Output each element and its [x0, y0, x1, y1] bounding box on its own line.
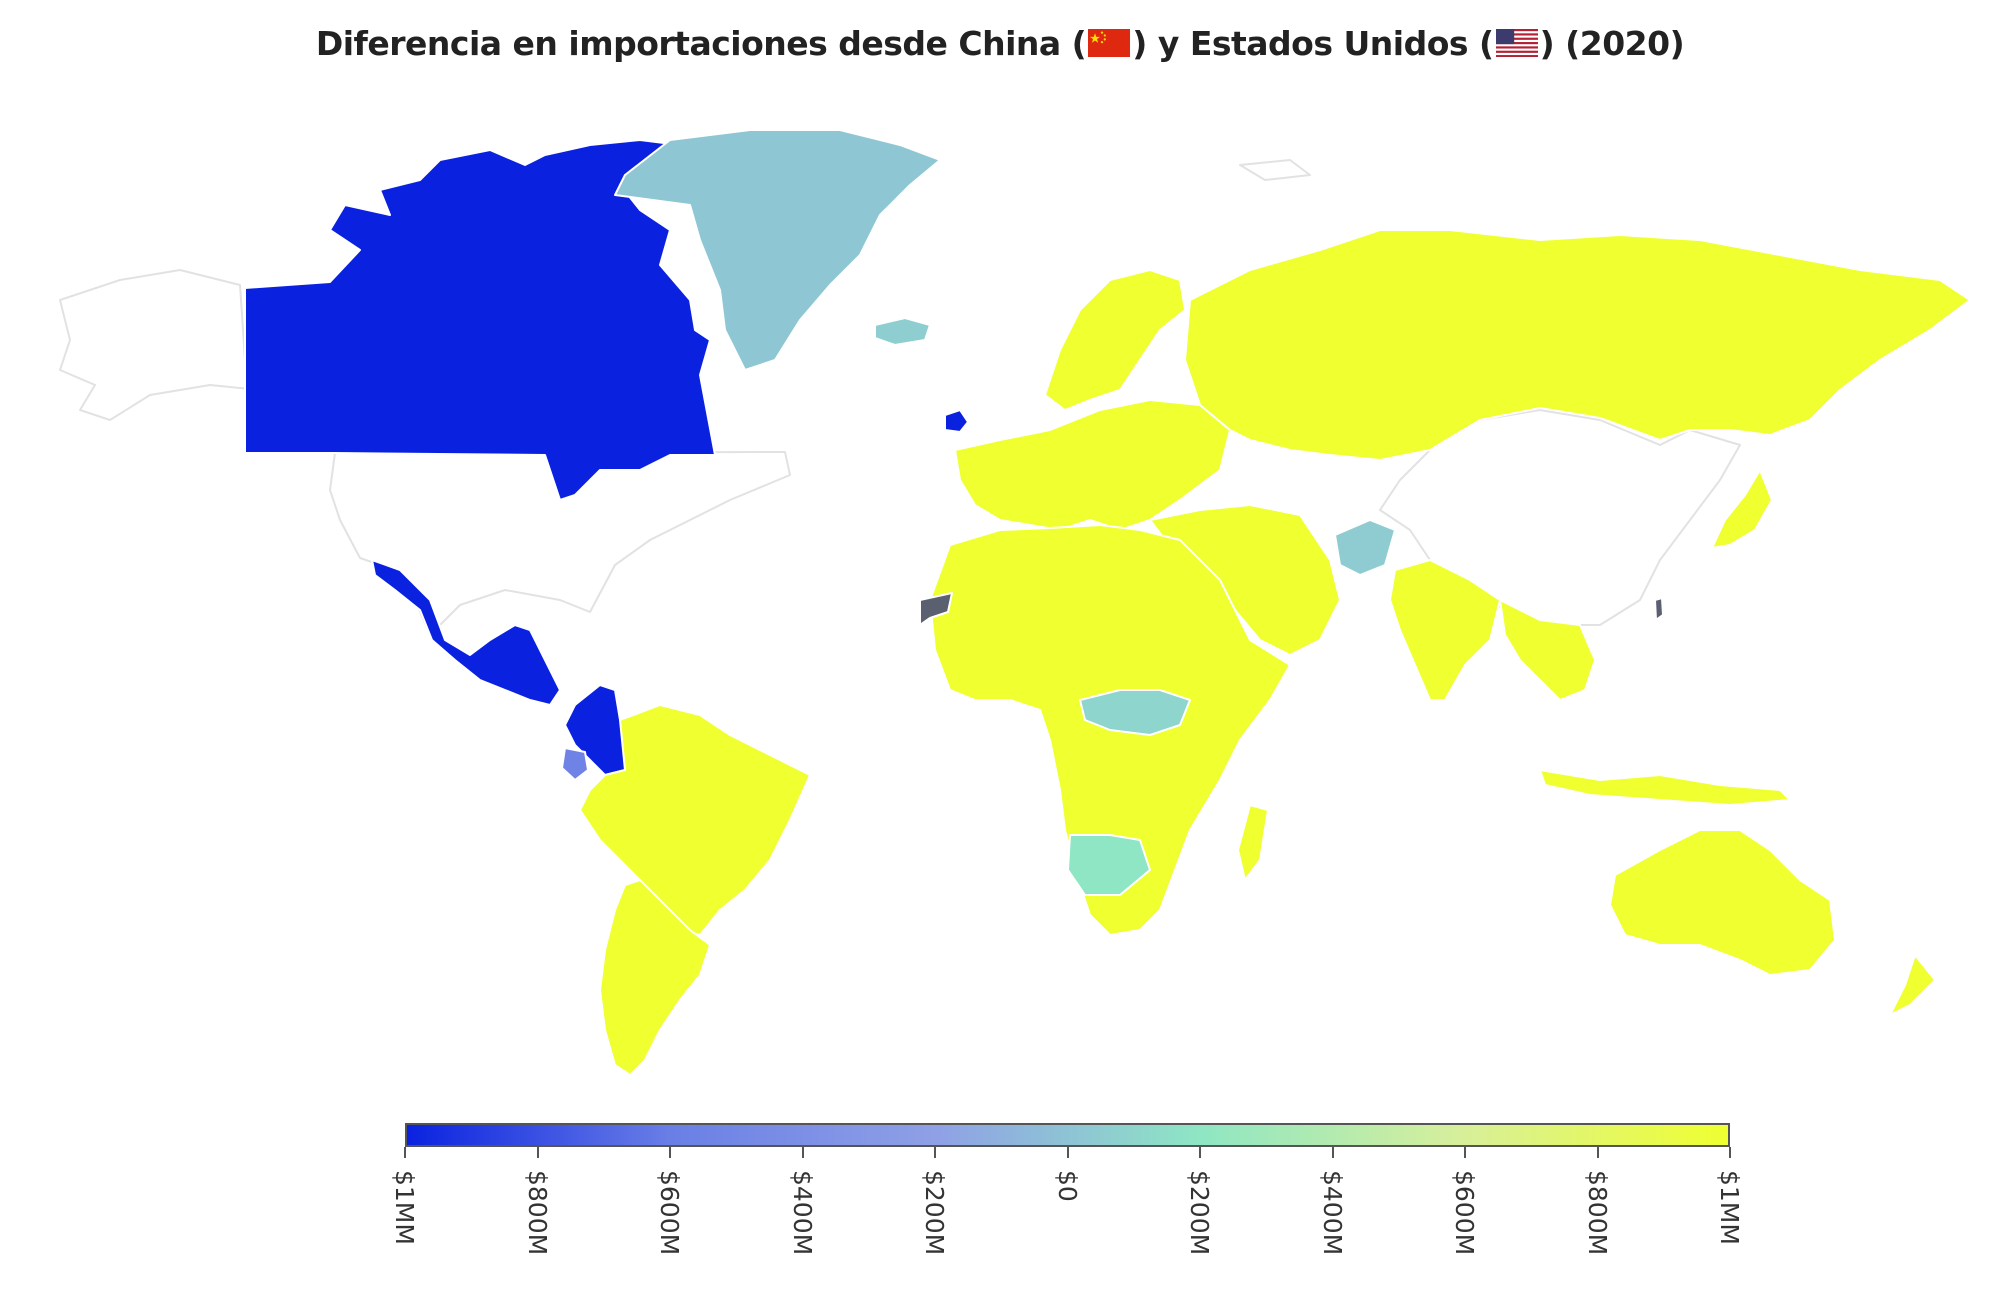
legend-colorbar — [405, 1123, 1730, 1147]
legend-tick-label: $600M — [1450, 1170, 1479, 1256]
legend-tick-mark — [404, 1147, 406, 1158]
region-central-africa — [1079, 689, 1191, 736]
choropleth-regions — [244, 129, 1971, 1076]
china-flag-icon — [1088, 29, 1131, 57]
country-argentina-chile — [599, 879, 711, 1076]
country-russia — [1184, 229, 1971, 461]
title-text-part3: ) (2020) — [1539, 23, 1685, 63]
no-data-countries — [59, 159, 1741, 636]
legend-tick-mark — [669, 1147, 671, 1158]
country-iceland — [874, 317, 931, 346]
territory-western-sahara — [919, 592, 953, 626]
legend-tick-label: $0 — [1052, 1170, 1082, 1202]
country-china — [1379, 409, 1741, 626]
title-text-part2: ) y Estados Unidos ( — [1132, 23, 1494, 63]
country-svalbard — [1239, 159, 1311, 181]
country-mexico — [371, 559, 561, 706]
legend-tick-mark — [1066, 1147, 1069, 1158]
country-ecuador — [561, 747, 589, 781]
title-text-part1: Diferencia en importaciones desde China … — [315, 23, 1087, 63]
legend-tick-label: $400M — [1317, 1170, 1347, 1256]
country-greenland — [614, 129, 941, 371]
region-europe — [954, 399, 1231, 531]
legend-tick-mark — [1199, 1147, 1201, 1158]
country-united-states — [329, 451, 791, 636]
country-australia — [1609, 829, 1836, 976]
country-brazil — [579, 704, 811, 936]
country-india — [1389, 559, 1501, 701]
territory-taiwan — [1654, 597, 1664, 621]
gray-territories — [919, 592, 1664, 626]
map-title: Diferencia en importaciones desde China … — [0, 18, 2000, 68]
region-scandinavia — [1044, 269, 1186, 411]
legend-tick-label: $600M — [655, 1170, 684, 1256]
legend-tick-mark — [1729, 1147, 1731, 1158]
region-southeast-asia — [1499, 599, 1596, 701]
legend-tick-mark — [536, 1147, 539, 1158]
country-afghanistan — [1334, 519, 1396, 576]
legend-tick-mark — [801, 1147, 804, 1158]
country-indonesia — [1539, 769, 1791, 806]
country-madagascar — [1237, 804, 1269, 881]
legend-tick-label: $800M — [522, 1170, 552, 1256]
legend-tick-label: $1MM — [390, 1170, 419, 1245]
legend-tick-mark — [1596, 1147, 1599, 1158]
country-japan — [1711, 469, 1773, 549]
legend-tick-label: $400M — [787, 1170, 817, 1256]
legend-tick-label: $800M — [1582, 1170, 1612, 1256]
country-new-zealand — [1889, 954, 1936, 1016]
legend-tick-mark — [934, 1147, 936, 1158]
legend-tick-mark — [1464, 1147, 1466, 1158]
usa-flag-icon — [1495, 29, 1538, 57]
legend-tick-mark — [1331, 1147, 1334, 1158]
legend-tick-label: $200M — [1185, 1170, 1214, 1256]
region-southern-africa — [1067, 834, 1151, 896]
country-ireland — [944, 409, 969, 433]
legend-tick-label: $200M — [920, 1170, 949, 1256]
legend-tick-label: $1MM — [1715, 1170, 1744, 1245]
